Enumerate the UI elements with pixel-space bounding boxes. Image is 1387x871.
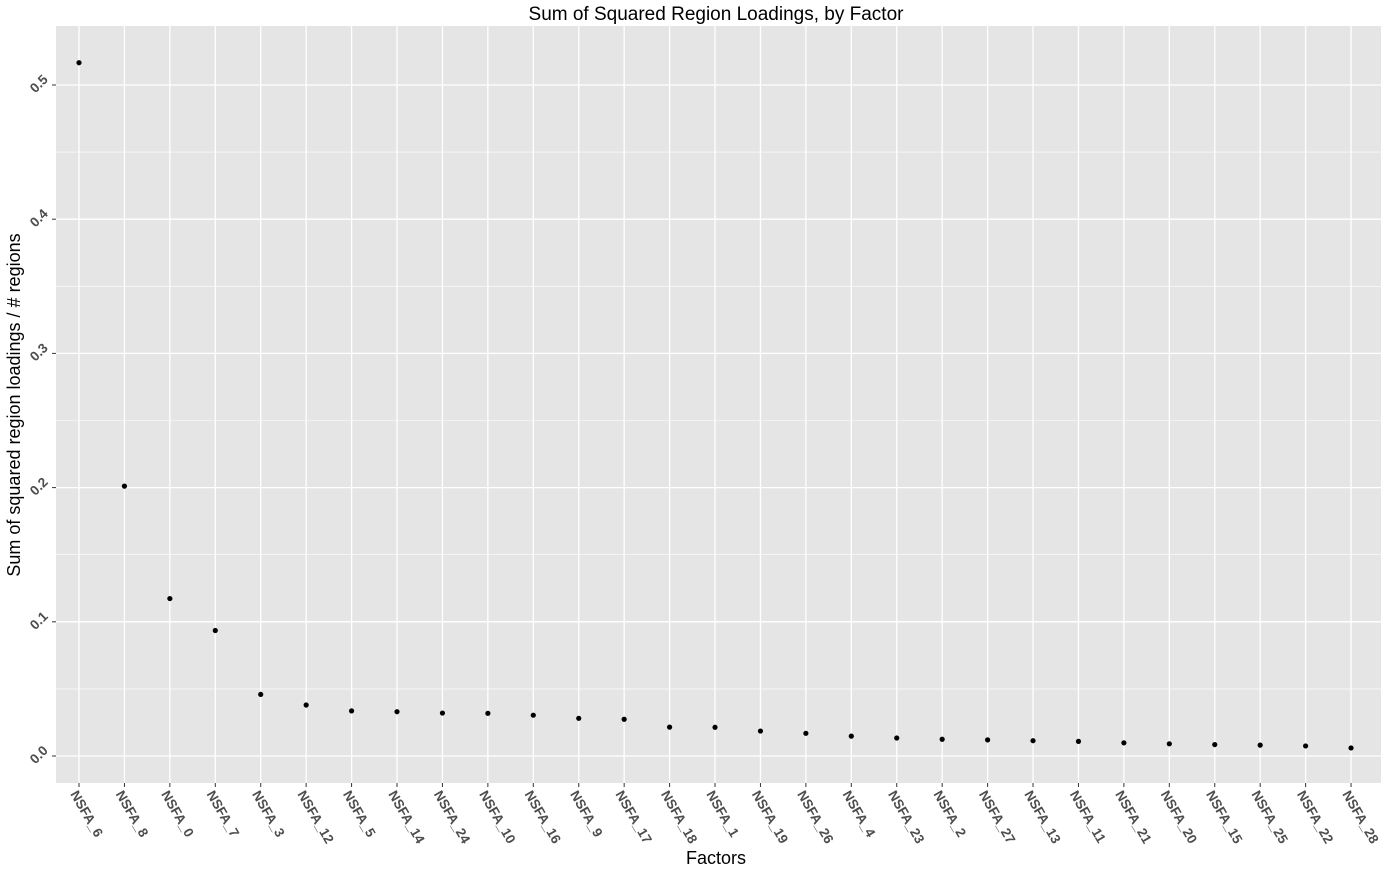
- x-tick-label: NSFA_7: [204, 788, 243, 840]
- x-tick-label: NSFA_20: [1158, 788, 1200, 846]
- data-point: [212, 627, 218, 634]
- x-tick-label: NSFA_11: [1067, 788, 1109, 846]
- data-point: [1030, 738, 1036, 744]
- x-axis-ticks: NSFA_6 NSFA_8 NSFA_0 NSFA_7 NSFA_3 NSFA_12 NSF…: [67, 783, 1382, 847]
- data-point: [848, 733, 854, 739]
- data-point: [712, 724, 718, 730]
- x-tick-label: NSFA_27: [976, 788, 1018, 846]
- x-tick-label: NSFA_4: [840, 788, 879, 840]
- y-tick-label: 0.2: [27, 474, 51, 498]
- x-tick-label: NSFA_19: [749, 788, 791, 846]
- data-point: [939, 736, 945, 742]
- data-point: [1303, 743, 1309, 749]
- data-point: [803, 730, 809, 736]
- data-point: [76, 60, 82, 66]
- x-tick-label: NSFA_21: [1112, 788, 1155, 847]
- data-points: [76, 60, 1354, 751]
- grid-lines: [56, 26, 1381, 783]
- y-axis-ticks: 0.0 0.1 0.2 0.3 0.4 0.5: [27, 72, 56, 767]
- x-tick-label: NSFA_0: [158, 788, 197, 840]
- data-point: [985, 737, 991, 743]
- y-tick-label: 0.1: [27, 608, 51, 632]
- data-point: [1257, 742, 1263, 748]
- x-tick-label: NSFA_28: [1339, 788, 1382, 847]
- data-point: [485, 710, 491, 716]
- x-tick-label: NSFA_10: [476, 788, 518, 846]
- y-tick-label: 0.5: [27, 72, 51, 96]
- x-tick-label: NSFA_25: [1249, 788, 1292, 847]
- data-point: [1075, 738, 1082, 744]
- data-point: [121, 483, 128, 489]
- x-tick-label: NSFA_9: [567, 788, 606, 840]
- x-tick-label: NSFA_5: [340, 788, 379, 840]
- chart-title: Sum of Squared Region Loadings, by Facto…: [529, 4, 905, 25]
- x-tick-label: NSFA_2: [931, 788, 970, 840]
- x-tick-label: NSFA_1: [703, 788, 742, 840]
- data-point: [666, 724, 673, 730]
- x-tick-label: NSFA_24: [431, 788, 474, 847]
- x-tick-label: NSFA_3: [249, 788, 288, 840]
- data-point: [1166, 741, 1172, 747]
- y-tick-label: 0.4: [27, 206, 51, 230]
- data-point: [258, 691, 264, 698]
- y-axis-title: Sum of squared region loadings / # regio…: [4, 233, 24, 576]
- x-tick-label: NSFA_12: [295, 788, 337, 846]
- data-point: [757, 728, 764, 734]
- x-tick-label: NSFA_6: [67, 788, 106, 840]
- data-point: [348, 708, 355, 714]
- x-tick-label: NSFA_13: [1021, 788, 1064, 847]
- y-tick-label: 0.3: [27, 340, 51, 364]
- data-point: [394, 709, 400, 715]
- x-tick-label: NSFA_14: [385, 788, 428, 847]
- x-tick-label: NSFA_26: [794, 788, 837, 847]
- data-point: [1121, 740, 1127, 746]
- x-tick-label: NSFA_23: [885, 788, 928, 847]
- data-point: [439, 710, 446, 716]
- x-tick-label: NSFA_15: [1203, 788, 1246, 847]
- data-point: [1348, 745, 1354, 751]
- data-point: [576, 715, 582, 721]
- plot-panel: [56, 26, 1381, 783]
- x-axis-title: Factors: [686, 848, 746, 868]
- data-point: [894, 735, 900, 741]
- x-tick-label: NSFA_8: [113, 788, 152, 840]
- x-tick-label: NSFA_18: [658, 788, 701, 847]
- x-tick-label: NSFA_22: [1294, 788, 1336, 846]
- y-tick-label: 0.0: [27, 743, 51, 767]
- x-tick-label: NSFA_16: [522, 788, 565, 847]
- data-point: [530, 712, 536, 718]
- x-tick-label: NSFA_17: [613, 788, 655, 846]
- panel-background: [56, 26, 1381, 783]
- data-point: [1212, 741, 1218, 748]
- data-point: [303, 702, 309, 708]
- data-point: [621, 716, 627, 722]
- data-point: [167, 595, 173, 602]
